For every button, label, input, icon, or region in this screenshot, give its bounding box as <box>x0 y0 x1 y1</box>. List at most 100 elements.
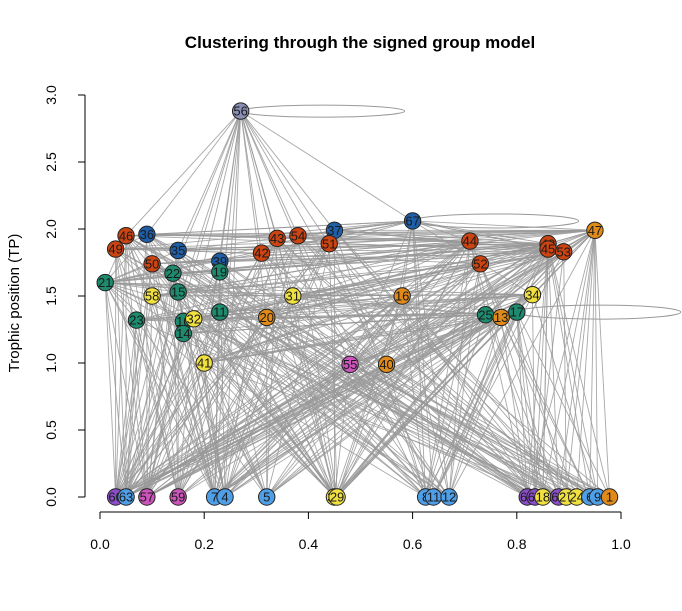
edge-20-18 <box>266 317 544 498</box>
edge-34-9 <box>532 294 598 498</box>
edge-14-17 <box>183 311 517 334</box>
edge-44-8 <box>425 240 471 498</box>
edge-50-60 <box>115 263 153 498</box>
edge-11-60 <box>115 311 221 498</box>
node-59 <box>169 488 187 506</box>
node-label-59: 59 <box>171 490 185 505</box>
node-label-20: 20 <box>259 310 273 325</box>
edge-54-29 <box>297 235 338 498</box>
edge-41-7 <box>203 362 216 498</box>
node-label-29: 29 <box>330 490 344 505</box>
x-tick-label-0.4: 0.4 <box>299 536 319 552</box>
edge-11-7 <box>214 312 221 498</box>
edge-56-67 <box>240 110 413 222</box>
edge-35-52 <box>178 249 481 265</box>
node-44 <box>461 232 479 250</box>
edge-16-60 <box>115 295 403 498</box>
node-label-11: 11 <box>213 305 227 320</box>
node-label-17: 17 <box>510 305 524 320</box>
edge-53-11b <box>433 251 565 498</box>
node-label-36: 36 <box>140 227 154 242</box>
edge-47-9 <box>594 230 599 498</box>
edge-58-60 <box>115 295 153 498</box>
node-23 <box>127 311 146 329</box>
node-67 <box>403 212 422 230</box>
edge-53-16 <box>402 251 564 297</box>
edge-11-30 <box>219 311 335 498</box>
y-tick-label-2.5: 2.5 <box>43 152 59 172</box>
node-14 <box>174 324 193 343</box>
node-label-40: 40 <box>379 357 393 372</box>
edge-47-27 <box>565 230 596 498</box>
y-tick-label-2.0: 2.0 <box>43 219 59 239</box>
node-31 <box>284 287 302 305</box>
edge-56-51 <box>240 110 330 244</box>
edge-56-54 <box>240 110 299 236</box>
node-label-57: 57 <box>140 490 154 505</box>
edge-35-60 <box>115 250 179 498</box>
edge-50-18 <box>151 263 544 498</box>
edge-44-18 <box>469 240 544 498</box>
edge-34-62 <box>531 294 536 498</box>
edge-40-5 <box>266 364 387 498</box>
edge-35-30 <box>177 250 335 498</box>
node-label-15: 15 <box>171 285 185 300</box>
edge-48-9 <box>547 243 598 498</box>
edge-45-30 <box>334 248 549 498</box>
node-58 <box>143 287 161 305</box>
edge-39-53 <box>219 251 564 262</box>
edge-58-57 <box>146 295 153 498</box>
edge-48-20 <box>266 243 549 318</box>
edge-45-63 <box>125 248 549 498</box>
edge-13-60 <box>115 317 502 498</box>
node-label-52: 52 <box>473 256 487 271</box>
edge-32-16 <box>193 295 403 320</box>
node-35 <box>169 241 187 260</box>
edge-52-65 <box>479 263 559 498</box>
y-axis-label: Trophic position (TP) <box>6 234 23 373</box>
edge-52-12 <box>448 263 481 498</box>
node-label-14: 14 <box>176 326 190 341</box>
edge-16-30 <box>334 295 403 498</box>
edge-56-20 <box>240 111 268 318</box>
node-label-46: 46 <box>119 228 133 243</box>
node-52 <box>471 255 490 273</box>
node-label-9: 9 <box>594 490 601 505</box>
node-label-18: 18 <box>536 490 550 505</box>
node-label-13: 13 <box>494 310 508 325</box>
edge-45-6 <box>547 249 591 498</box>
node-label-21: 21 <box>98 275 112 290</box>
edge-37-63 <box>125 230 335 498</box>
node-label-25: 25 <box>478 307 492 322</box>
node-42 <box>252 244 271 262</box>
edge-20-17 <box>266 311 517 318</box>
node-16 <box>393 287 411 305</box>
node-51 <box>320 235 338 253</box>
edge-47-6 <box>589 230 596 498</box>
y-tick-label-3.0: 3.0 <box>43 85 59 105</box>
node-15 <box>169 283 187 301</box>
node-label-34: 34 <box>525 287 539 302</box>
edge-47-1 <box>594 230 610 498</box>
node-label-47: 47 <box>588 223 602 238</box>
edge-67-49 <box>115 220 413 250</box>
edge-44-60 <box>115 240 471 498</box>
edge-32-61 <box>193 318 528 498</box>
edge-48-1 <box>547 243 610 498</box>
edge-19-45 <box>219 248 549 273</box>
node-label-51: 51 <box>322 236 336 251</box>
edge-44-5 <box>266 240 471 498</box>
node-54 <box>289 227 307 245</box>
node-label-55: 55 <box>343 357 357 372</box>
chart-title: Clustering through the signed group mode… <box>185 33 535 52</box>
edge-10-12 <box>183 321 450 498</box>
node-11 <box>211 303 229 321</box>
node-label-22: 22 <box>166 266 180 281</box>
edge-21-15 <box>105 282 179 293</box>
node-label-45: 45 <box>541 242 555 257</box>
edge-53-62 <box>534 251 565 498</box>
edge-50-44 <box>152 240 470 265</box>
edge-53-27 <box>563 251 567 498</box>
node-50 <box>143 255 161 273</box>
